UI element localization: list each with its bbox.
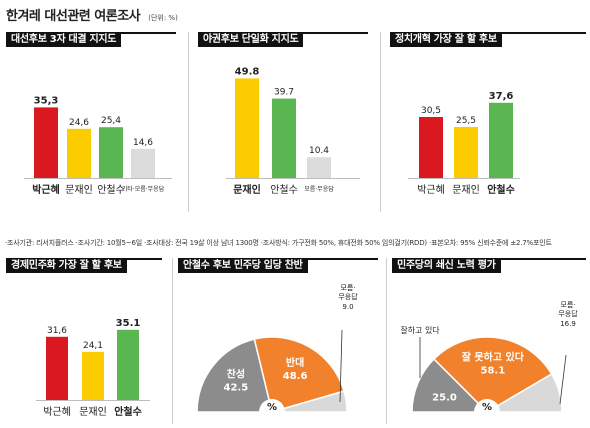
chart-5-callout-value: 9.0 [342, 303, 353, 311]
chart-6-slice [432, 336, 553, 413]
chart-1-title: 대선후보 3자 대결 지지도 [6, 32, 122, 47]
unit-label: (단위: %) [148, 14, 178, 22]
chart-2-category-label: 모름·무응답 [304, 186, 334, 193]
chart-5-title: 안철수 후보 민주당 입당 찬반 [178, 258, 308, 273]
chart-4-value-label: 35.1 [116, 318, 141, 329]
chart-1-value-label: 14,6 [133, 138, 153, 148]
chart-1-bar [34, 107, 58, 178]
page-title: 한겨레 대선관련 여론조사 [6, 9, 141, 24]
chart-5-slice-value: 48.6 [283, 371, 308, 382]
chart-2-value-label: 10.4 [309, 146, 329, 156]
chart-5-callout-label: 무응답 [338, 292, 358, 301]
chart-2-value-label: 39.7 [274, 88, 294, 98]
chart-6-callout-line [559, 354, 567, 405]
chart-2-category-label: 안철수 [270, 184, 298, 196]
chart-5-center-hole [259, 399, 285, 412]
divider-4 [386, 258, 387, 424]
chart-1-category-label: 안철수 [97, 184, 125, 196]
chart-2-category-label: 문재인 [233, 183, 261, 196]
page-header: 한겨레 대선관련 여론조사 (단위: %) [6, 5, 178, 24]
chart-1-value-label: 35,3 [34, 95, 59, 106]
chart-6-callout-label: 모름· [560, 301, 575, 309]
chart-4-value-label: 31,6 [47, 326, 67, 336]
chart-3-value-label: 25,5 [456, 116, 476, 126]
chart-6-slice [411, 357, 489, 413]
chart-6-slice-label: 잘 못하고 있다 [462, 350, 525, 363]
divider-3 [172, 258, 173, 424]
chart-3-value-label: 37,6 [489, 91, 514, 102]
chart-3-category-label: 문재인 [452, 184, 480, 196]
chart-3-title: 정치개혁 가장 잘 할 후보 [390, 32, 502, 47]
chart-4-bar [117, 329, 139, 400]
chart-5-slice-label: 찬성 [227, 368, 245, 381]
chart-4-category-label: 안철수 [114, 405, 142, 418]
chart-4-bar [82, 351, 104, 400]
chart-5-slice [196, 338, 273, 413]
survey-note: ·조사기관: 리서치플러스 ·조사기간: 10월5~6일 ·조사대상: 전국 1… [5, 239, 552, 247]
chart-2-value-label: 49.8 [235, 66, 260, 77]
chart-1-category-label: 기타·모름·무응답 [122, 185, 165, 193]
chart-2-title: 야권후보 단일화 지지도 [198, 32, 304, 47]
chart-3-bar [454, 127, 478, 178]
chart-2-bar [235, 78, 259, 178]
chart-1-bar [131, 148, 155, 178]
chart-6-center-label: % [482, 402, 492, 413]
chart-5-slice-label: 반대 [286, 356, 304, 369]
chart-6-title: 민주당의 쇄신 노력 평가 [392, 258, 501, 273]
chart-5-callout-line [339, 329, 343, 403]
chart-4-bar [46, 336, 68, 400]
chart-1-bar [67, 128, 91, 178]
chart-3-value-label: 30,5 [421, 106, 441, 116]
chart-6-slice [484, 372, 563, 413]
divider-1 [188, 32, 189, 212]
chart-6-callout-label: 무응답 [558, 309, 578, 318]
chart-4-title: 경제민주화 가장 잘 할 후보 [6, 258, 127, 273]
chart-4-category-label: 박근혜 [43, 406, 71, 418]
chart-1-value-label: 25,4 [101, 116, 121, 126]
chart-6-slice-value: 58.1 [480, 365, 505, 376]
chart-6-center-hole [474, 399, 500, 412]
chart-5-slice [271, 390, 348, 413]
chart-6-slice-value: 25.0 [432, 392, 457, 403]
chart-2-bar [307, 157, 331, 178]
chart-6-callout-value: 16.9 [560, 320, 576, 328]
chart-1-bar [99, 127, 123, 178]
chart-3-bar [419, 117, 443, 178]
chart-4-category-label: 문재인 [79, 406, 107, 418]
chart-1-category-label: 박근혜 [32, 183, 60, 196]
chart-3-category-label: 박근혜 [417, 184, 445, 196]
chart-5-slice-value: 42.5 [224, 383, 249, 394]
chart-3-bar [489, 102, 513, 178]
chart-5-center-label: % [267, 402, 277, 413]
chart-3-category-label: 안철수 [487, 183, 515, 196]
chart-5-callout-label: 모름· [340, 284, 355, 292]
divider-2 [380, 32, 381, 212]
chart-6-outside-label: 잘하고 있다 [400, 325, 440, 335]
chart-2-bar [272, 98, 296, 178]
chart-1-category-label: 문재인 [65, 184, 93, 196]
chart-4-value-label: 24,1 [83, 341, 103, 351]
chart-1-value-label: 24,6 [69, 118, 89, 128]
